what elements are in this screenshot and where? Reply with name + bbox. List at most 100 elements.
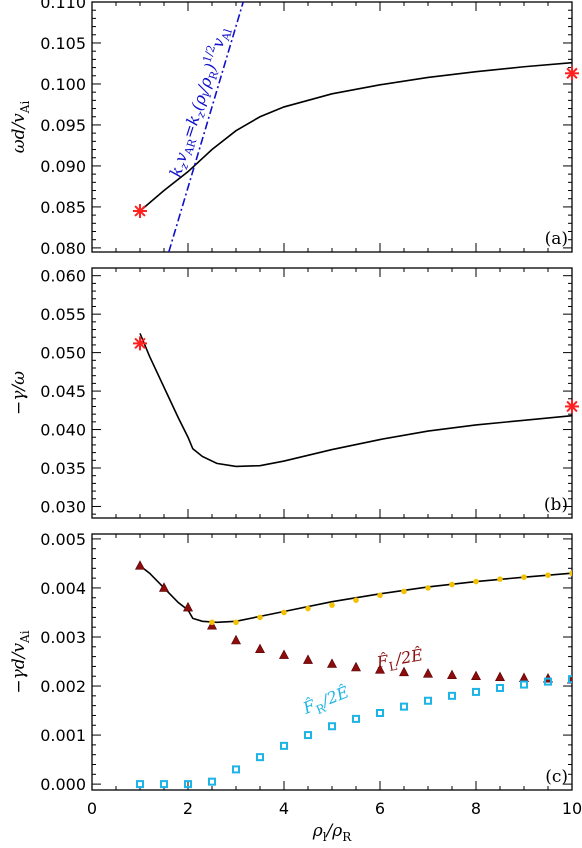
x-tick-label: 0 — [87, 799, 97, 818]
svg-text:−γd/vAi: −γd/vAi — [9, 630, 32, 693]
y-tick-label: 0.060 — [40, 267, 86, 286]
triangle-marker — [279, 649, 289, 659]
y-tick-label: 0.002 — [40, 677, 86, 696]
dot-marker — [401, 588, 407, 595]
square-marker — [400, 702, 408, 711]
y-tick-label: 0.045 — [40, 382, 86, 401]
square-marker — [448, 691, 456, 700]
dot-marker — [257, 614, 263, 621]
plot-frame — [91, 1, 573, 253]
triangle-marker — [351, 661, 361, 672]
triangle-marker — [399, 666, 409, 677]
svg-text:−γ/ω: −γ/ω — [9, 371, 29, 415]
solution-curve — [139, 565, 572, 624]
dashdot-line — [168, 2, 244, 252]
y-tick-label: 0.050 — [40, 344, 86, 363]
square-marker — [304, 731, 312, 740]
y-tick-label: 0.000 — [40, 775, 86, 794]
dot-marker — [497, 576, 503, 582]
y-tick-label: 0.030 — [40, 497, 86, 516]
triangle-marker — [375, 664, 385, 674]
triangle-marker — [303, 654, 313, 664]
dot-marker — [425, 585, 431, 591]
x-tick-label: 6 — [375, 799, 385, 818]
triangle-marker — [423, 668, 433, 678]
square-marker — [520, 680, 528, 689]
y-tick-label: 0.005 — [40, 530, 86, 549]
square-marker — [280, 741, 288, 750]
dot-marker — [305, 605, 311, 612]
panel-label: (a) — [545, 229, 568, 249]
y-tick-label: 0.095 — [40, 116, 86, 135]
triangle-marker — [471, 670, 481, 681]
y-tick-label: 0.001 — [40, 726, 86, 745]
fr-annotation: F̂R/2Ê — [299, 681, 353, 722]
square-marker — [568, 675, 572, 684]
triangle-marker — [327, 658, 337, 668]
asterisk-marker — [565, 399, 579, 414]
square-marker — [160, 780, 168, 789]
dot-marker — [209, 619, 215, 626]
panel-c: 0.000 0.001 0.002 0.003 0.004 0.005 0 2 4 6 8 10 (c) — [40, 530, 582, 818]
square-marker — [472, 687, 480, 696]
square-marker — [136, 780, 144, 789]
panel-a: 0.080 0.085 0.090 0.095 0.100 0.105 0.110 (a) — [40, 0, 579, 258]
dot-marker — [281, 609, 287, 616]
svg-text:ωd/vAi: ωd/vAi — [9, 101, 32, 154]
svg-text:ρl/ρR: ρl/ρR — [312, 821, 353, 844]
dot-marker — [353, 597, 359, 604]
solution-curve — [139, 61, 572, 212]
square-marker — [376, 709, 384, 718]
y-tick-label: 0.055 — [40, 305, 86, 324]
asterisk-marker — [133, 204, 147, 219]
x-tick-label: 10 — [562, 799, 582, 818]
dot-marker — [545, 572, 551, 578]
y-tick-label: 0.035 — [40, 459, 86, 478]
square-marker — [232, 765, 240, 774]
dashdot-annotation: kzvAR=kz(ρl/ρR)1/2vAl — [164, 24, 235, 181]
triangle-marker — [159, 582, 169, 592]
triangle-marker — [519, 672, 529, 682]
triangle-marker — [135, 560, 145, 570]
dot-marker — [329, 602, 335, 608]
dot-marker — [569, 570, 572, 577]
asterisk-marker — [565, 66, 579, 81]
dot-marker — [521, 574, 527, 580]
y-tick-label: 0.003 — [40, 628, 86, 647]
x-tick-label: 2 — [183, 799, 193, 818]
solution-curve — [139, 333, 572, 468]
svg-text:F̂L/2Ê: F̂L/2Ê — [374, 644, 425, 676]
svg-text:F̂R/2Ê: F̂R/2Ê — [299, 681, 353, 722]
square-marker — [256, 753, 264, 762]
triangle-marker — [495, 671, 505, 682]
triangle-marker — [231, 634, 241, 645]
x-tick-label: 8 — [471, 799, 481, 818]
y-axis-title-c: −γd/vAi — [9, 630, 32, 693]
y-tick-label: 0.040 — [40, 421, 86, 440]
dot-marker — [377, 592, 383, 599]
y-tick-label: 0.105 — [40, 34, 86, 53]
square-marker — [424, 696, 432, 705]
dot-marker — [233, 619, 239, 626]
triangle-marker — [183, 601, 193, 612]
square-marker — [208, 777, 216, 786]
square-marker — [496, 683, 504, 692]
triangle-marker — [255, 643, 265, 654]
fl-annotation: F̂L/2Ê — [374, 644, 425, 676]
x-tick-label: 4 — [279, 799, 289, 818]
square-marker — [328, 722, 336, 731]
panel-b: 0.030 0.035 0.040 0.045 0.050 0.055 0.060 (b) — [40, 267, 579, 519]
x-axis-title: ρl/ρR — [312, 821, 353, 844]
y-tick-label: 0.100 — [40, 75, 86, 94]
square-marker — [544, 677, 552, 686]
panel-label: (b) — [544, 495, 568, 515]
y-tick-label: 0.110 — [40, 0, 86, 12]
y-tick-label: 0.085 — [40, 198, 86, 217]
triangle-marker — [447, 669, 457, 680]
panel-label: (c) — [545, 767, 568, 787]
dot-marker — [449, 581, 455, 588]
svg-text:kzvAR=kz(ρl/ρR)1/2vAl: kzvAR=kz(ρl/ρR)1/2vAl — [164, 24, 235, 181]
y-tick-label: 0.004 — [40, 579, 86, 598]
y-axis-title-b: −γ/ω — [9, 371, 29, 415]
